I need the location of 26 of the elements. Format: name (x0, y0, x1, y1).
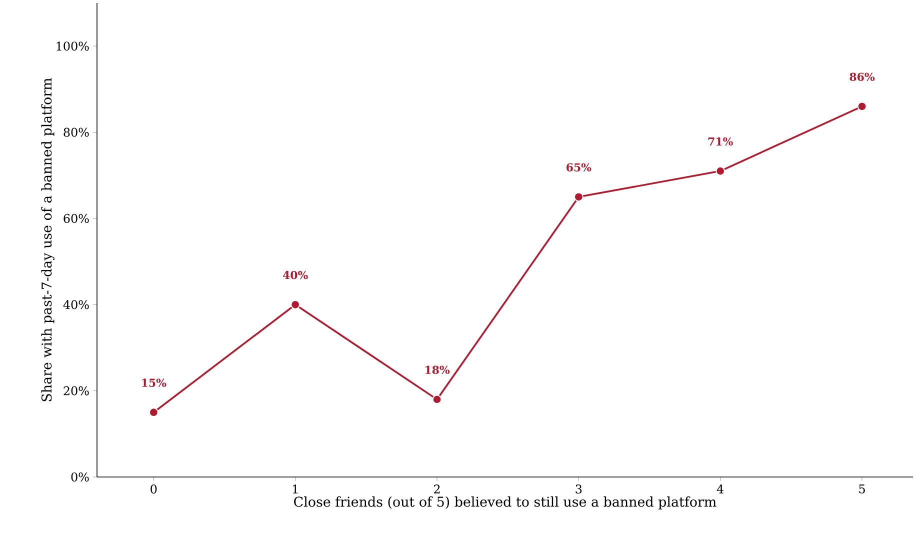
point (857, 102, 867, 112)
x-tick-label: 4 (716, 484, 724, 494)
point (716, 166, 726, 176)
data-label: 65% (566, 163, 592, 172)
y-tick-label: 100% (56, 42, 89, 51)
x-axis-title: Close friends (out of 5) believed to still use a banned platform (294, 496, 716, 510)
x-tick-label: 3 (576, 484, 582, 494)
point (574, 192, 584, 202)
data-label: 71% (708, 137, 733, 146)
x-tick-label: 1 (292, 484, 298, 494)
y-tick-label: 80% (64, 128, 89, 137)
x-tick-label: 2 (434, 484, 440, 494)
y-tick-label: 20% (64, 386, 89, 396)
data-label: 15% (142, 378, 166, 387)
x-tick-label: 5 (859, 484, 865, 494)
y-tick-label: 0% (71, 472, 89, 482)
data-label: 86% (850, 72, 875, 81)
y-tick-label: 40% (63, 300, 89, 310)
point (148, 408, 158, 418)
data-label: 18% (426, 366, 450, 374)
data-label: 40% (282, 270, 308, 280)
x-tick-label: 0 (150, 484, 157, 494)
y-tick-label: 60% (64, 214, 89, 223)
point (432, 394, 442, 404)
point (290, 300, 300, 310)
y-axis-title: Share with past-7-day use of a banned platform (41, 78, 54, 402)
